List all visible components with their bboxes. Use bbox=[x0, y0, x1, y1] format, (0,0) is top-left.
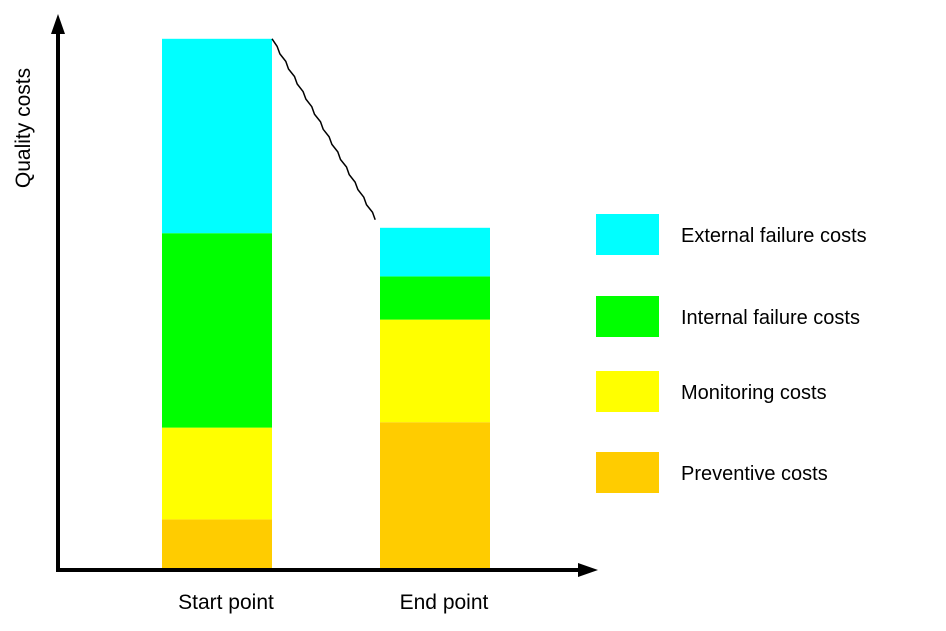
x-tick-label-start-point: Start point bbox=[178, 591, 274, 614]
bar-end-point-internal-failure-costs bbox=[380, 276, 490, 320]
bar-end-point-monitoring-costs bbox=[380, 319, 490, 423]
y-axis-arrow-icon bbox=[51, 14, 65, 34]
y-axis bbox=[51, 14, 65, 570]
legend-swatch-monitoring-costs bbox=[596, 371, 659, 412]
bars-layer bbox=[162, 38, 490, 568]
legend: External failure costs Internal failure c… bbox=[596, 214, 867, 493]
bar-start-point-internal-failure-costs bbox=[162, 233, 272, 428]
legend-label-internal-failure-costs: Internal failure costs bbox=[681, 307, 860, 329]
y-axis-label: Quality costs bbox=[12, 68, 35, 188]
x-axis-arrow-icon bbox=[578, 563, 598, 577]
legend-label-monitoring-costs: Monitoring costs bbox=[681, 382, 827, 404]
bar-start-point-preventive-costs bbox=[162, 519, 272, 568]
bar-end-point-preventive-costs bbox=[380, 422, 490, 568]
legend-label-external-failure-costs: External failure costs bbox=[681, 225, 867, 247]
legend-swatch-internal-failure-costs bbox=[596, 296, 659, 337]
bar-end-point-external-failure-costs bbox=[380, 227, 490, 277]
legend-swatch-external-failure-costs bbox=[596, 214, 659, 255]
x-tick-labels: Start point End point bbox=[178, 591, 488, 614]
legend-swatch-preventive-costs bbox=[596, 452, 659, 493]
x-tick-label-end-point: End point bbox=[400, 591, 489, 614]
bar-start-point-external-failure-costs bbox=[162, 38, 272, 234]
legend-label-preventive-costs: Preventive costs bbox=[681, 463, 828, 485]
x-axis bbox=[56, 563, 598, 577]
bar-start-point-monitoring-costs bbox=[162, 427, 272, 520]
trend-line bbox=[271, 38, 376, 221]
